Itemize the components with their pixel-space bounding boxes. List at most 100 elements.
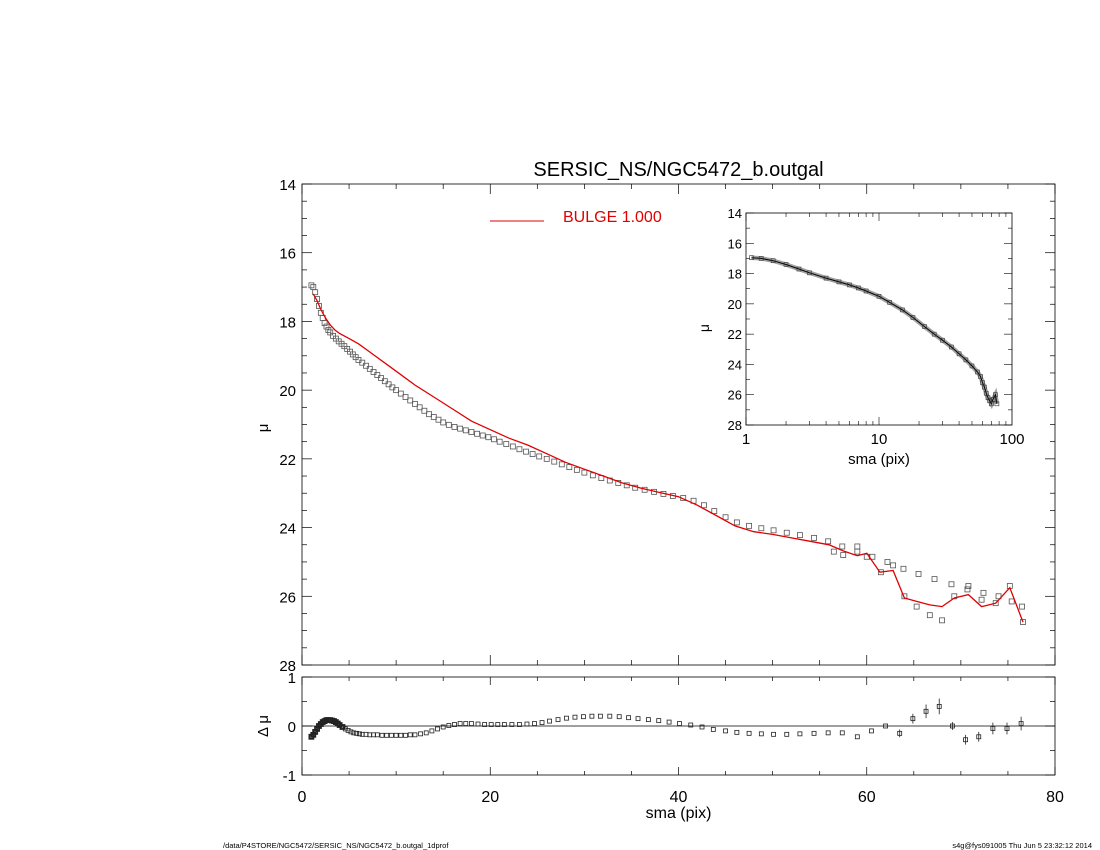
data-point-marker [783, 529, 790, 536]
residual-data-point [976, 734, 982, 740]
residual-data-point [524, 721, 530, 727]
residual-data-point [589, 713, 595, 719]
inset-x-axis-label: sma (pix) [848, 451, 910, 468]
residual-data-point [509, 722, 515, 727]
data-point-marker [543, 455, 550, 462]
inset-plot-area [749, 255, 1000, 410]
residual-data-point [342, 726, 348, 732]
residual-data-point [379, 732, 385, 738]
residual-data-point [854, 734, 860, 740]
residual-data-point [407, 732, 413, 738]
residual-data-point [784, 731, 790, 737]
main-y-tick-label: 24 [279, 521, 296, 538]
main-y-axis-label: μ [255, 424, 272, 433]
residual-y-tick-label: 1 [288, 670, 296, 687]
inset-data-point [940, 337, 945, 343]
residual-data-point [572, 714, 578, 720]
data-point-marker [995, 593, 1002, 600]
residual-data-point [354, 730, 359, 736]
data-point-marker [370, 369, 377, 375]
residual-data-point [699, 724, 705, 730]
inset-y-tick-label: 20 [728, 297, 742, 312]
data-point-marker [374, 372, 381, 378]
data-point-marker [931, 576, 938, 583]
main-y-tick-label: 14 [279, 177, 296, 194]
residual-data-point [501, 722, 507, 727]
residual-data-point [1018, 721, 1024, 726]
data-point-marker [758, 525, 765, 532]
residual-data-point [532, 721, 537, 726]
data-point-marker [451, 424, 458, 430]
residual-data-point [469, 721, 474, 726]
inset-data-point [969, 363, 975, 369]
residual-data-point [1004, 726, 1010, 731]
data-point-marker [366, 365, 373, 372]
data-point-marker [722, 514, 729, 521]
inset-data-point [856, 285, 861, 291]
data-point-marker [589, 472, 596, 479]
residual-data-point [440, 724, 446, 730]
inset-data-point [963, 357, 969, 363]
residual-data-point [825, 730, 831, 736]
residual-data-point [607, 713, 613, 719]
data-point-marker [840, 552, 847, 558]
data-point-marker [407, 397, 414, 404]
inset-data-point [887, 300, 892, 305]
residual-data-point [488, 722, 494, 727]
data-point-marker [701, 502, 707, 509]
inset-data-point [987, 398, 993, 404]
residual-data-point [839, 730, 845, 736]
data-point-marker [839, 543, 846, 550]
main-y-tick-label: 22 [279, 452, 296, 469]
inset-y-tick-label: 24 [728, 357, 742, 372]
inset-profile-line [751, 257, 998, 405]
residual-data-point [351, 730, 357, 736]
data-point-marker [1020, 619, 1026, 625]
inset-data-point [982, 384, 987, 390]
residual-data-point [688, 722, 694, 728]
main-y-tick-label: 28 [279, 658, 296, 675]
main-plot-area [308, 282, 1026, 625]
data-point-marker [503, 441, 510, 447]
residual-data-point [626, 715, 632, 721]
residual-data-point [734, 729, 740, 735]
inset-data-point [978, 374, 983, 379]
residual-data-point [923, 708, 929, 714]
data-point-marker [523, 448, 529, 455]
inset-data-point [949, 344, 954, 350]
data-point-marker [462, 427, 469, 434]
data-point-marker [900, 565, 907, 572]
data-point-marker [551, 458, 558, 465]
main-y-tick-label: 18 [279, 314, 296, 331]
data-point-marker [573, 466, 580, 473]
data-point-marker [479, 432, 486, 439]
residual-data-point [723, 728, 728, 734]
main-y-tick-label: 16 [279, 246, 296, 263]
residual-data-point [495, 722, 501, 727]
residual-x-axis-label: sma (pix) [646, 805, 712, 822]
data-point-marker [980, 589, 987, 596]
footer-timestamp: s4g@fys091005 Thu Jun 5 23:32:12 2014 [952, 841, 1092, 850]
inset-x-tick-label: 10 [871, 431, 888, 448]
data-point-marker [581, 469, 588, 476]
data-point-marker [378, 375, 384, 382]
inset-data-point [847, 282, 852, 288]
data-point-marker [733, 519, 740, 526]
data-point-marker [913, 603, 920, 610]
inset-data-point [783, 262, 789, 267]
data-point-marker [321, 320, 328, 327]
data-point-marker [566, 464, 573, 471]
inset-data-point [863, 288, 869, 294]
inset-data-point [983, 390, 989, 396]
data-point-marker [397, 390, 404, 397]
data-point-marker [516, 446, 523, 453]
inset-data-point [910, 315, 916, 320]
data-point-marker [402, 394, 409, 400]
data-point-marker [939, 617, 945, 624]
data-point-marker [915, 571, 922, 577]
residual-data-point [564, 715, 569, 721]
data-point-marker [830, 548, 837, 555]
data-point-marker [811, 534, 817, 541]
inset-y-tick-label: 16 [728, 236, 742, 251]
